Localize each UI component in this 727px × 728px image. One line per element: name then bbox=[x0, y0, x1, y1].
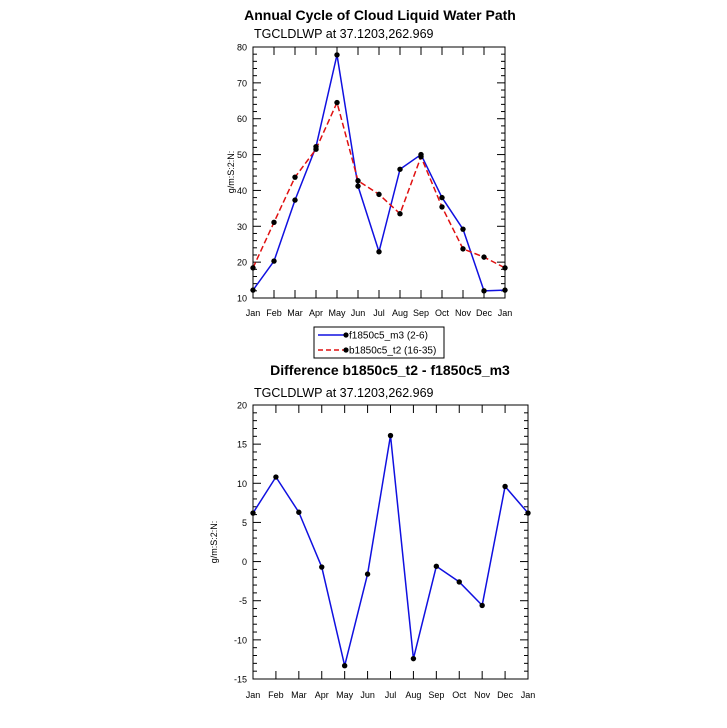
plot-area bbox=[252, 46, 506, 299]
data-point bbox=[364, 571, 371, 577]
data-point bbox=[376, 249, 382, 255]
x-tick-label: Feb bbox=[268, 690, 284, 700]
y-tick-label: 15 bbox=[237, 440, 247, 450]
x-tick-label: Nov bbox=[474, 690, 491, 700]
data-point bbox=[397, 211, 403, 217]
data-point bbox=[439, 204, 445, 210]
legend-marker-b1850c5 bbox=[343, 347, 349, 353]
x-tick-label: Mar bbox=[291, 690, 307, 700]
legend-marker-f1850c5 bbox=[343, 332, 349, 338]
x-tick-label: Sep bbox=[413, 308, 429, 318]
x-tick-label: Jan bbox=[246, 308, 261, 318]
chart-subtitle: TGCLDLWP at 37.1203,262.969 bbox=[254, 386, 434, 400]
chart-subtitle: TGCLDLWP at 37.1203,262.969 bbox=[254, 27, 434, 41]
data-point bbox=[481, 254, 487, 260]
data-point bbox=[433, 563, 440, 569]
x-tick-label: Jun bbox=[360, 690, 375, 700]
data-point bbox=[292, 197, 298, 203]
chart-title: Difference b1850c5_t2 - f1850c5_m3 bbox=[270, 362, 510, 378]
x-tick-label: May bbox=[336, 690, 354, 700]
x-tick-label: Jan bbox=[246, 690, 261, 700]
data-point bbox=[334, 99, 340, 106]
data-point bbox=[502, 287, 508, 293]
data-point bbox=[502, 483, 508, 490]
data-point bbox=[387, 432, 394, 439]
y-tick-label: -15 bbox=[234, 675, 247, 685]
x-tick-label: Dec bbox=[476, 308, 493, 318]
data-point bbox=[271, 219, 277, 226]
data-point bbox=[296, 509, 302, 515]
data-point bbox=[479, 602, 485, 609]
x-tick-label: Jan bbox=[498, 308, 513, 318]
y-tick-label: 50 bbox=[237, 150, 247, 160]
x-tick-label: Oct bbox=[452, 690, 467, 700]
y-tick-label: 5 bbox=[242, 518, 247, 528]
data-point bbox=[250, 287, 256, 293]
x-tick-label: Jul bbox=[385, 690, 397, 700]
y-tick-label: 10 bbox=[237, 294, 247, 304]
data-point bbox=[481, 288, 487, 294]
x-tick-label: Oct bbox=[435, 308, 450, 318]
y-axis-label: g/m:S:2:N: bbox=[209, 521, 219, 564]
x-tick-label: Jul bbox=[373, 308, 385, 318]
x-tick-label: Dec bbox=[497, 690, 514, 700]
data-point bbox=[502, 265, 508, 271]
x-tick-label: Feb bbox=[266, 308, 282, 318]
annual-cycle-chart: Annual Cycle of Cloud Liquid Water Path … bbox=[226, 7, 516, 359]
y-tick-label: 0 bbox=[242, 557, 247, 567]
x-tick-label: Aug bbox=[405, 690, 421, 700]
data-point bbox=[250, 510, 256, 516]
y-tick-label: 10 bbox=[237, 479, 247, 489]
x-tick-label: Mar bbox=[287, 308, 303, 318]
legend-label-b1850c5: b1850c5_t2 (16-35) bbox=[349, 346, 436, 357]
data-point bbox=[319, 564, 325, 570]
data-point bbox=[525, 510, 531, 516]
legend-box bbox=[313, 326, 445, 359]
y-tick-label: -5 bbox=[239, 596, 247, 606]
difference-chart: Difference b1850c5_t2 - f1850c5_m3 TGCLD… bbox=[209, 362, 535, 700]
data-point bbox=[250, 265, 256, 271]
x-tick-label: Apr bbox=[309, 308, 323, 318]
legend-label-f1850c5: f1850c5_m3 (2-6) bbox=[349, 331, 428, 342]
data-point bbox=[460, 246, 466, 252]
series-line-0 bbox=[252, 434, 529, 667]
y-axis-label: g/m:S:2:N: bbox=[226, 151, 236, 194]
x-tick-label: May bbox=[328, 308, 346, 318]
data-point bbox=[439, 194, 445, 201]
legend: f1850c5_m3 (2-6) b1850c5_t2 (16-35) bbox=[313, 326, 445, 359]
x-tick-label: Jun bbox=[351, 308, 366, 318]
data-point bbox=[418, 154, 424, 160]
data-point bbox=[460, 226, 466, 232]
x-tick-label: Sep bbox=[428, 690, 444, 700]
x-tick-label: Aug bbox=[392, 308, 408, 318]
x-tick-label: Jan bbox=[521, 690, 536, 700]
y-tick-label: 20 bbox=[237, 258, 247, 268]
data-point bbox=[334, 52, 340, 58]
data-point bbox=[313, 146, 319, 152]
data-point bbox=[355, 183, 361, 189]
data-point bbox=[397, 166, 403, 172]
data-point bbox=[355, 178, 361, 184]
data-point bbox=[292, 174, 298, 180]
y-tick-label: 80 bbox=[237, 43, 247, 53]
y-tick-label: 70 bbox=[237, 78, 247, 88]
data-point bbox=[410, 655, 417, 662]
data-point bbox=[341, 662, 348, 669]
y-tick-label: -10 bbox=[234, 635, 247, 645]
x-tick-label: Nov bbox=[455, 308, 472, 318]
plot-area bbox=[252, 404, 529, 680]
y-tick-label: 40 bbox=[237, 186, 247, 196]
data-point bbox=[273, 474, 279, 480]
series-line-0 bbox=[252, 54, 506, 292]
y-tick-label: 20 bbox=[237, 401, 247, 411]
y-tick-label: 60 bbox=[237, 114, 247, 124]
x-tick-label: Apr bbox=[315, 690, 329, 700]
y-tick-label: 30 bbox=[237, 222, 247, 232]
data-point bbox=[376, 191, 382, 198]
data-point bbox=[456, 579, 462, 585]
data-point bbox=[271, 258, 277, 264]
chart-title: Annual Cycle of Cloud Liquid Water Path bbox=[244, 7, 516, 23]
